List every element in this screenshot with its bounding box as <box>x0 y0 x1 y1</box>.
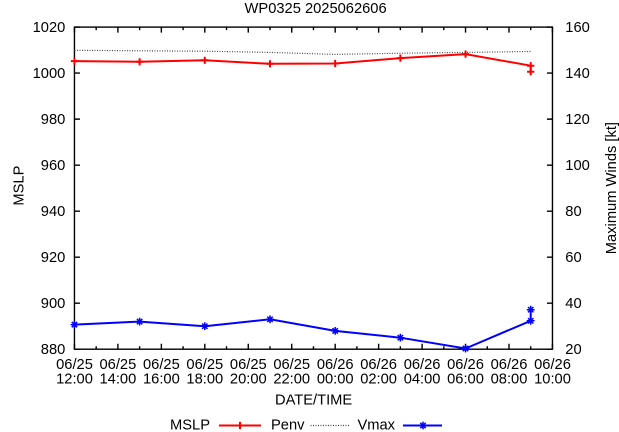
svg-text:08:00: 08:00 <box>491 371 528 387</box>
svg-text:Maximum Winds [kt]: Maximum Winds [kt] <box>604 122 619 254</box>
svg-text:100: 100 <box>565 158 590 174</box>
svg-text:22:00: 22:00 <box>273 371 310 387</box>
svg-text:Vmax: Vmax <box>357 417 395 432</box>
svg-text:02:00: 02:00 <box>360 371 397 387</box>
svg-text:80: 80 <box>565 204 581 220</box>
svg-text:06/25: 06/25 <box>56 357 93 373</box>
svg-text:06/25: 06/25 <box>100 357 137 373</box>
svg-text:20:00: 20:00 <box>230 371 267 387</box>
svg-text:DATE/TIME: DATE/TIME <box>275 392 352 408</box>
svg-text:980: 980 <box>41 112 66 128</box>
svg-text:10:00: 10:00 <box>534 371 571 387</box>
svg-text:06/26: 06/26 <box>491 357 528 373</box>
svg-text:00:00: 00:00 <box>317 371 354 387</box>
svg-text:MSLP: MSLP <box>12 165 28 205</box>
svg-text:12:00: 12:00 <box>56 371 93 387</box>
svg-text:16:00: 16:00 <box>143 371 180 387</box>
svg-text:160: 160 <box>565 20 590 36</box>
svg-text:04:00: 04:00 <box>404 371 441 387</box>
svg-text:06/25: 06/25 <box>273 357 310 373</box>
svg-text:14:00: 14:00 <box>100 371 137 387</box>
svg-text:MSLP: MSLP <box>170 417 210 432</box>
svg-text:1000: 1000 <box>33 66 66 82</box>
svg-text:920: 920 <box>41 250 66 266</box>
svg-text:1020: 1020 <box>33 20 66 36</box>
svg-text:40: 40 <box>565 296 581 312</box>
svg-text:WP0325 2025062606: WP0325 2025062606 <box>245 1 387 17</box>
svg-text:06/26: 06/26 <box>404 357 441 373</box>
svg-text:06/26: 06/26 <box>360 357 397 373</box>
svg-text:900: 900 <box>41 296 66 312</box>
svg-text:960: 960 <box>41 158 66 174</box>
svg-text:06/25: 06/25 <box>143 357 180 373</box>
svg-text:06/26: 06/26 <box>317 357 354 373</box>
svg-text:06/26: 06/26 <box>534 357 571 373</box>
svg-text:06/25: 06/25 <box>186 357 223 373</box>
svg-text:60: 60 <box>565 250 581 266</box>
svg-text:880: 880 <box>41 342 66 358</box>
svg-text:140: 140 <box>565 66 590 82</box>
svg-text:06:00: 06:00 <box>447 371 484 387</box>
svg-text:18:00: 18:00 <box>186 371 223 387</box>
svg-text:Penv: Penv <box>271 417 305 432</box>
svg-text:120: 120 <box>565 112 590 128</box>
svg-text:20: 20 <box>565 342 581 358</box>
svg-text:940: 940 <box>41 204 66 220</box>
svg-text:06/25: 06/25 <box>230 357 267 373</box>
svg-text:06/26: 06/26 <box>447 357 484 373</box>
